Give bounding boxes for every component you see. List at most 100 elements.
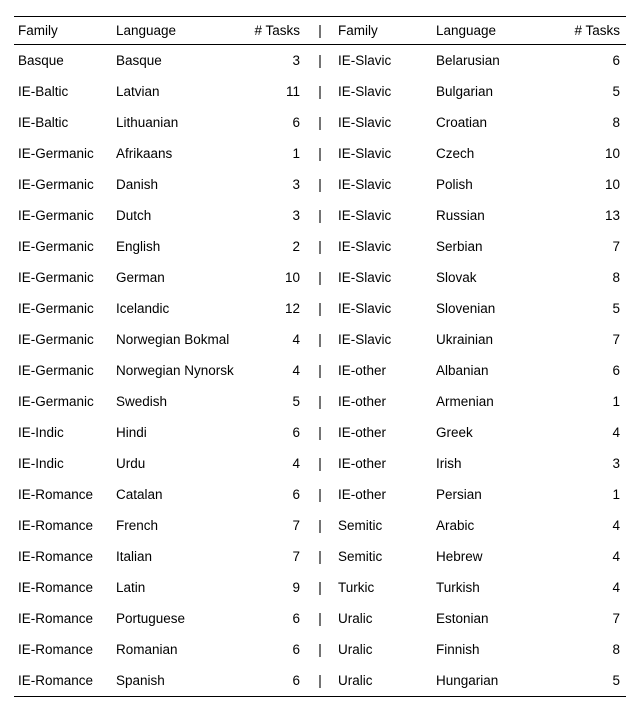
separator-cell: |: [318, 363, 322, 378]
cell-family: IE-Baltic: [14, 115, 114, 130]
cell-family: IE-Romance: [14, 580, 114, 595]
table-row: IE-RomanceRomanian6: [14, 634, 306, 665]
table-row: SemiticArabic4: [334, 510, 626, 541]
cell-language: Romanian: [114, 642, 254, 657]
cell-family: Semitic: [334, 518, 434, 533]
cell-language: Latin: [114, 580, 254, 595]
cell-tasks: 7: [254, 518, 306, 533]
cell-tasks: 4: [254, 332, 306, 347]
left-table-half: Family Language # Tasks BasqueBasque3IE-…: [14, 17, 306, 696]
separator-cell: |: [318, 115, 322, 130]
table-row: TurkicTurkish4: [334, 572, 626, 603]
cell-language: Russian: [434, 208, 574, 223]
cell-family: Basque: [14, 53, 114, 68]
table-row: IE-GermanicAfrikaans1: [14, 138, 306, 169]
separator-row: |: [318, 200, 322, 231]
cell-family: Uralic: [334, 642, 434, 657]
cell-tasks: 6: [574, 53, 626, 68]
cell-family: IE-Germanic: [14, 270, 114, 285]
left-table-body: BasqueBasque3IE-BalticLatvian11IE-Baltic…: [14, 45, 306, 696]
cell-family: Uralic: [334, 673, 434, 688]
table-row: IE-RomanceSpanish6: [14, 665, 306, 696]
separator-row: |: [318, 262, 322, 293]
cell-family: IE-other: [334, 363, 434, 378]
cell-family: IE-Indic: [14, 425, 114, 440]
cell-family: IE-Romance: [14, 673, 114, 688]
cell-tasks: 3: [254, 53, 306, 68]
cell-language: Latvian: [114, 84, 254, 99]
table-row: IE-SlavicSerbian7: [334, 231, 626, 262]
table-row: IE-SlavicCzech10: [334, 138, 626, 169]
cell-tasks: 4: [254, 456, 306, 471]
table-separator-column: | |||||||||||||||||||||: [306, 17, 334, 696]
table-row: IE-GermanicEnglish2: [14, 231, 306, 262]
cell-language: Danish: [114, 177, 254, 192]
cell-tasks: 4: [574, 549, 626, 564]
table-row: IE-GermanicNorwegian Bokmal4: [14, 324, 306, 355]
cell-family: IE-Romance: [14, 611, 114, 626]
cell-language: Greek: [434, 425, 574, 440]
cell-language: Belarusian: [434, 53, 574, 68]
table-row: IE-SlavicSlovenian5: [334, 293, 626, 324]
cell-language: Slovak: [434, 270, 574, 285]
cell-language: Estonian: [434, 611, 574, 626]
cell-language: Ukrainian: [434, 332, 574, 347]
table-row: IE-otherArmenian1: [334, 386, 626, 417]
cell-family: IE-Slavic: [334, 115, 434, 130]
separator-cell: |: [318, 301, 322, 316]
cell-family: Semitic: [334, 549, 434, 564]
table-row: IE-RomanceFrench7: [14, 510, 306, 541]
separator-cell: |: [306, 23, 334, 38]
cell-language: Czech: [434, 146, 574, 161]
table-row: SemiticHebrew4: [334, 541, 626, 572]
cell-tasks: 1: [254, 146, 306, 161]
table-row: UralicHungarian5: [334, 665, 626, 696]
table-row: IE-GermanicNorwegian Nynorsk4: [14, 355, 306, 386]
separator-row: |: [318, 324, 322, 355]
cell-tasks: 4: [254, 363, 306, 378]
cell-language: Spanish: [114, 673, 254, 688]
table-row: IE-GermanicDanish3: [14, 169, 306, 200]
cell-language: Persian: [434, 487, 574, 502]
table-row: IE-GermanicDutch3: [14, 200, 306, 231]
cell-tasks: 8: [574, 642, 626, 657]
separator-row: |: [318, 541, 322, 572]
separator-row: |: [318, 510, 322, 541]
cell-family: IE-Slavic: [334, 301, 434, 316]
cell-tasks: 2: [254, 239, 306, 254]
cell-tasks: 4: [574, 580, 626, 595]
cell-tasks: 11: [254, 84, 306, 99]
cell-language: Italian: [114, 549, 254, 564]
cell-family: IE-Slavic: [334, 146, 434, 161]
cell-tasks: 6: [254, 487, 306, 502]
separator-row: |: [318, 293, 322, 324]
separator-row: |: [318, 355, 322, 386]
cell-tasks: 6: [254, 673, 306, 688]
cell-language: Urdu: [114, 456, 254, 471]
table-row: UralicEstonian7: [334, 603, 626, 634]
cell-language: Afrikaans: [114, 146, 254, 161]
cell-tasks: 6: [254, 642, 306, 657]
separator-cell: |: [318, 487, 322, 502]
table-row: IE-RomanceLatin9: [14, 572, 306, 603]
separator-row: |: [318, 665, 322, 696]
cell-tasks: 8: [574, 115, 626, 130]
table-header-left: Family Language # Tasks: [14, 17, 306, 45]
table-row: IE-SlavicPolish10: [334, 169, 626, 200]
cell-family: IE-Romance: [14, 518, 114, 533]
cell-language: Hungarian: [434, 673, 574, 688]
table-row: IE-GermanicSwedish5: [14, 386, 306, 417]
table-row: IE-GermanicGerman10: [14, 262, 306, 293]
header-family: Family: [334, 23, 434, 38]
cell-language: Hebrew: [434, 549, 574, 564]
cell-family: IE-other: [334, 456, 434, 471]
cell-family: IE-Germanic: [14, 332, 114, 347]
cell-tasks: 4: [574, 425, 626, 440]
table-row: IE-GermanicIcelandic12: [14, 293, 306, 324]
cell-language: Croatian: [434, 115, 574, 130]
cell-tasks: 3: [254, 177, 306, 192]
cell-family: IE-Romance: [14, 549, 114, 564]
separator-cell: |: [318, 580, 322, 595]
table-row: IE-RomanceCatalan6: [14, 479, 306, 510]
cell-family: IE-Indic: [14, 456, 114, 471]
